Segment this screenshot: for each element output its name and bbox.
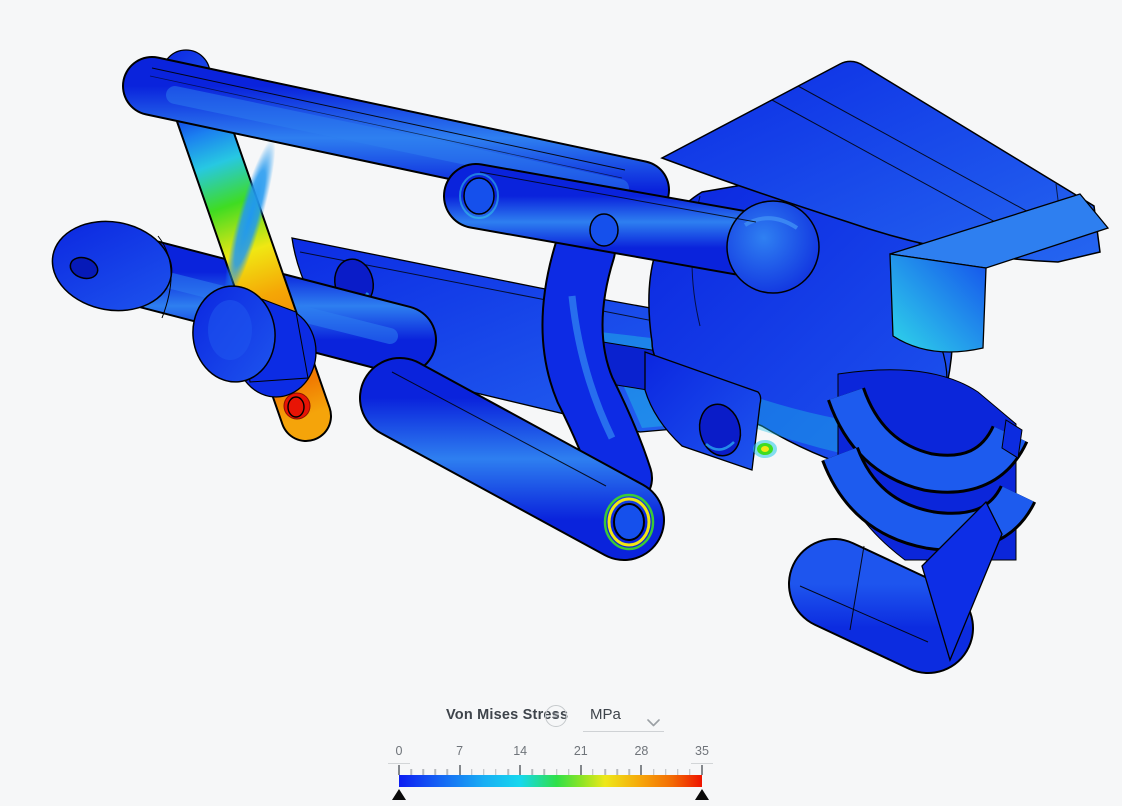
colorbar-endpoint-underline (388, 763, 410, 764)
hamburger-icon: ≡ (552, 708, 560, 722)
mounting-plate-groove-1 (771, 99, 1029, 241)
stressed-link-blue-core-upper (224, 139, 276, 297)
colorbar-major-tick (640, 765, 643, 775)
flange-hole-sheen (705, 441, 735, 451)
handle-chamfer-line-1 (151, 67, 626, 171)
colorbar-minor-tick (483, 769, 485, 775)
colorbar: 0 7 14 21 28 35 (388, 744, 713, 804)
colorbar-minor-tick (470, 769, 473, 775)
part-curved-link[interactable] (541, 219, 653, 509)
left-arm-cylinder-rim (157, 235, 172, 319)
coupler-hole-1-sheen (459, 173, 499, 219)
colorbar-minor-tick (531, 769, 534, 775)
part-foot[interactable] (788, 500, 1003, 674)
flexure-band-2 (824, 447, 1034, 549)
lower-arm-chamfer-line (391, 371, 607, 487)
colorbar-tick-label: 21 (573, 744, 588, 758)
flexure-band-1 (829, 388, 1026, 491)
lower-arm-face (361, 359, 663, 559)
coupler-hole-2 (589, 213, 619, 247)
colorbar-minor-tick (616, 769, 618, 775)
colorbar-endpoint-underline (691, 763, 713, 764)
pivot-pin-face-sheen (208, 300, 252, 360)
lower-arm-hole-ring-green (603, 493, 655, 551)
colorbar-minor-tick (567, 769, 570, 775)
foot-side-face (921, 500, 1003, 662)
colorbar-tick-label: 0 (395, 744, 403, 758)
colorbar-tick-label: 35 (695, 744, 709, 758)
model-viewport[interactable] (0, 0, 1122, 690)
foot-cap-line (849, 545, 865, 631)
colorbar-gradient-bar (399, 775, 702, 787)
colorbar-minor-tick (604, 769, 606, 775)
colorbar-tick-label: 28 (634, 744, 649, 758)
lower-arm-hole-ring-yellow (607, 497, 651, 547)
coupler-face (445, 165, 801, 279)
left-arm-pin-hole (69, 256, 99, 280)
part-lower-arm[interactable] (359, 357, 665, 561)
foot-face (790, 540, 972, 672)
colorbar-major-tick (579, 765, 582, 775)
colorbar-minor-tick (507, 769, 509, 775)
colorbar-minor-tick (592, 769, 594, 775)
colorbar-min-handle[interactable] (392, 789, 406, 800)
part-coupler-link[interactable] (443, 163, 820, 294)
curved-link-highlight (568, 295, 616, 440)
handle-core-highlight (166, 86, 629, 197)
colorbar-max-handle[interactable] (695, 789, 709, 800)
colorbar-minor-tick (689, 769, 691, 775)
colorbar-tick-label: 14 (513, 744, 528, 758)
colorbar-minor-tick (628, 769, 631, 775)
part-flange[interactable] (644, 351, 777, 471)
coupler-hole-1 (463, 177, 495, 215)
colorbar-major-tick (398, 765, 400, 775)
colorbar-minor-tick (422, 769, 424, 775)
unit-value: MPa (590, 706, 621, 723)
flange-hotspot-yellow (761, 446, 769, 452)
handle-chamfer-line-2 (149, 75, 623, 179)
mounting-plate-groove-2 (797, 85, 1055, 227)
part-pivot-pin[interactable] (188, 282, 317, 398)
chevron-down-icon (647, 714, 660, 727)
coupler-boss (726, 200, 820, 294)
part-side-block[interactable] (889, 193, 1110, 353)
colorbar-minor-tick (652, 769, 655, 775)
colorbar-minor-tick (495, 769, 497, 775)
field-label: Von Mises Stress (446, 707, 569, 723)
part-flexure-bands[interactable] (821, 369, 1037, 561)
colorbar-major-tick (519, 765, 522, 775)
coupler-chamfer-line (479, 171, 757, 223)
colorbar-ticks (398, 765, 703, 775)
base-plate-edge-line (299, 251, 701, 331)
part-handle-arm[interactable] (122, 49, 670, 220)
colorbar-minor-tick (446, 769, 449, 775)
side-block-front (889, 253, 987, 353)
colorbar-major-tick (701, 765, 703, 775)
curved-link-face (543, 221, 651, 507)
lower-arm-hole (613, 503, 645, 541)
field-menu-button[interactable]: ≡ (545, 705, 567, 727)
colorbar-minor-tick (543, 769, 546, 775)
foot-chamfer-line (799, 585, 929, 643)
colorbar-minor-tick (555, 769, 558, 775)
stressed-link-hole (287, 396, 305, 418)
colorbar-major-tick (458, 765, 461, 775)
unit-select[interactable]: MPa (583, 702, 664, 732)
colorbar-minor-tick (410, 769, 412, 775)
flexure-side-face (1001, 419, 1023, 459)
colorbar-minor-tick (664, 769, 667, 775)
colorbar-tick-label: 7 (456, 744, 464, 758)
flange-hole (698, 403, 742, 457)
colorbar-minor-tick (434, 769, 437, 775)
colorbar-minor-tick (677, 769, 679, 775)
colorbar-labels: 0 7 14 21 28 35 (388, 744, 713, 764)
coupler-boss-sheen (743, 216, 799, 230)
